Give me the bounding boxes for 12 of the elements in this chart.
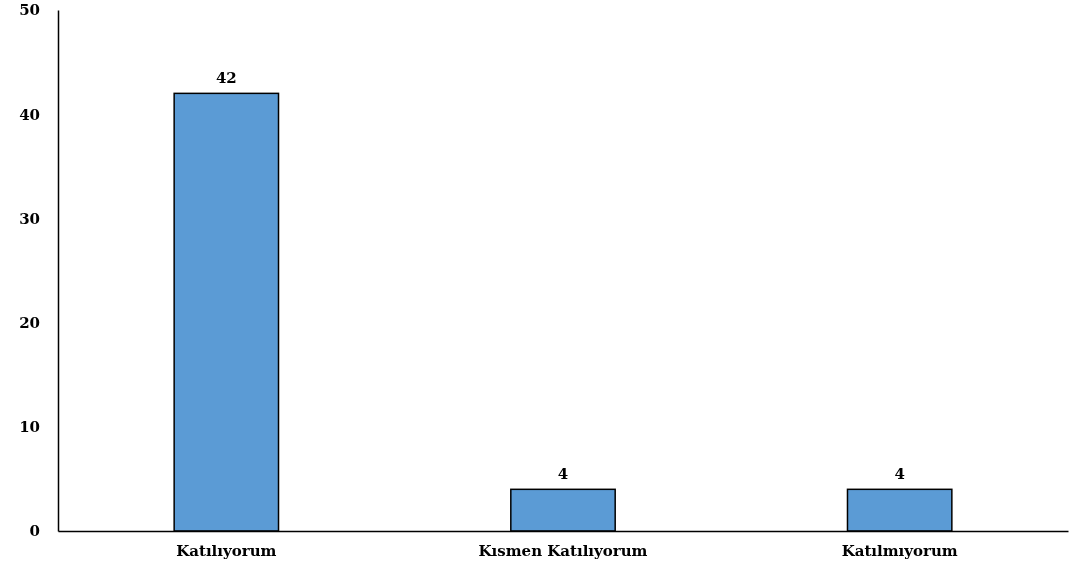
data-label: 4 [557,465,569,484]
y-tick-label: 50 [19,1,40,20]
y-tick-label: 20 [19,313,40,332]
x-tick-label: Katılmıyorum [841,541,958,560]
y-tick-label: 40 [19,105,40,124]
y-tick-label: 10 [19,418,40,437]
data-label: 4 [894,465,905,484]
x-tick-label: Katılıyorum [176,541,277,560]
data-label: 42 [215,69,237,88]
y-tick-label: 30 [19,209,40,228]
y-tick-label: 0 [29,522,40,541]
x-tick-label: Kısmen Katılıyorum [478,541,648,560]
